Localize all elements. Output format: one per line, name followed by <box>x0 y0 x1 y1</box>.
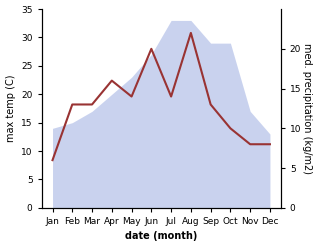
X-axis label: date (month): date (month) <box>125 231 197 242</box>
Y-axis label: med. precipitation (kg/m2): med. precipitation (kg/m2) <box>302 43 313 174</box>
Y-axis label: max temp (C): max temp (C) <box>5 75 16 142</box>
